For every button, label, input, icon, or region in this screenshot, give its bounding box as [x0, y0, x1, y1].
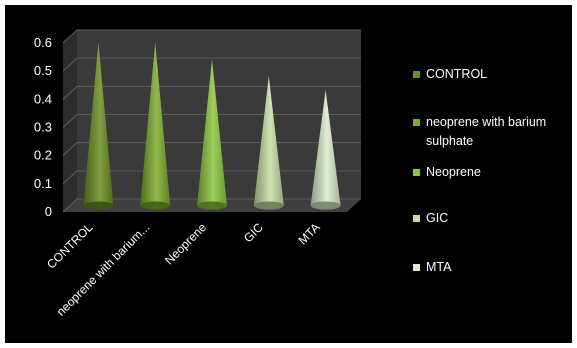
x-tick-label: neoprene with barium... [54, 220, 153, 319]
cone-base [197, 201, 227, 210]
legend-swatch [413, 119, 420, 126]
y-tick-label: 0.4 [34, 91, 52, 106]
gridline [62, 29, 361, 44]
legend-label: Neoprene [426, 165, 481, 179]
cone-bar [140, 42, 171, 210]
gridline [62, 57, 361, 72]
cone-body [140, 42, 171, 210]
x-tick-label: MTA [296, 220, 323, 247]
legend-label: CONTROL [426, 67, 488, 81]
y-tick-label: 0.3 [34, 120, 52, 135]
cone-bar [253, 75, 284, 210]
y-tick-label: 0 [45, 204, 52, 219]
cone-base [83, 201, 114, 210]
chart-area: 0 0.1 0.2 0.3 0.4 0.5 0.6 CONTROL neoprene with… [5, 5, 572, 343]
cone-base [253, 201, 284, 210]
legend-item: MTA [413, 258, 577, 277]
cone-body [310, 90, 341, 210]
cone-base [310, 201, 341, 210]
cone-bar [197, 59, 227, 210]
cone-body [197, 59, 227, 210]
cone-base [140, 201, 171, 210]
cone-bars [83, 42, 341, 210]
y-tick-label: 0.6 [34, 35, 52, 50]
cone-bar [83, 42, 114, 210]
legend-swatch [413, 71, 420, 78]
y-tick-label: 0.1 [34, 176, 52, 191]
y-tick-label: 0.2 [34, 148, 52, 163]
legend-item: GIC [413, 209, 577, 228]
legend-item: CONTROL [413, 65, 577, 84]
legend-swatch [413, 169, 420, 176]
legend-swatch [413, 264, 420, 271]
cone-bar [310, 90, 341, 210]
cone-body [253, 75, 284, 210]
legend-label: GIC [426, 211, 449, 225]
legend-item: neoprene with barium sulphate [413, 113, 577, 151]
legend-label: neoprene with barium sulphate [426, 115, 547, 148]
legend-item: Neoprene [413, 163, 577, 182]
legend-label: MTA [426, 260, 452, 274]
gridline [62, 85, 361, 100]
cone-body [83, 42, 114, 210]
legend-swatch [413, 215, 420, 222]
x-tick-label: Neoprene [162, 220, 209, 267]
x-tick-label: GIC [241, 220, 266, 245]
y-tick-label: 0.5 [34, 63, 52, 78]
x-tick-label: CONTROL [44, 220, 96, 272]
